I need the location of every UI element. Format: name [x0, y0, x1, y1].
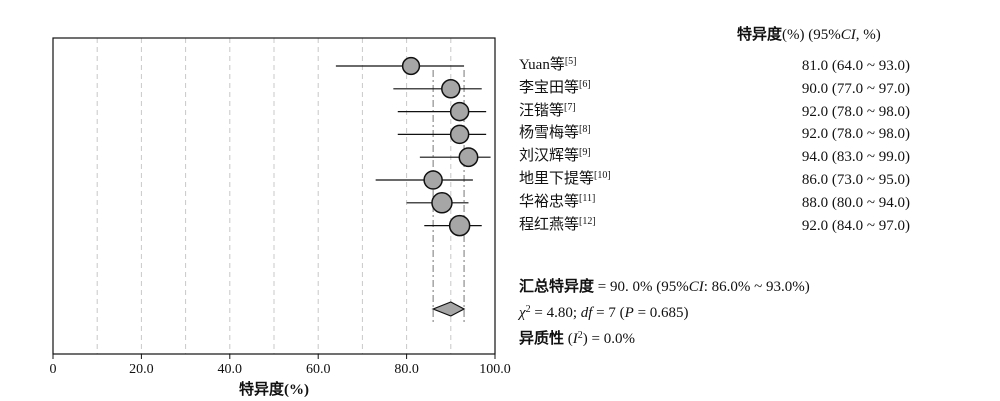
study-reference: [6]: [579, 78, 591, 90]
pooled-ci-range: : 86.0% ~ 93.0%): [703, 279, 810, 295]
pooled-diamond: [431, 301, 466, 317]
study-label-2: 李宝田等[6]: [519, 79, 591, 97]
plot-frame: [52, 37, 496, 355]
study-reference: [8]: [579, 124, 591, 136]
column-header-ci: CI: [840, 27, 856, 43]
pooled-summary-line: 汇总特异度 = 90. 0% (95%CI: 86.0% ~ 93.0%): [519, 278, 810, 296]
study-value-7: 88.0 (80.0 ~ 94.0): [801, 194, 910, 211]
study-value-1: 81.0 (64.0 ~ 93.0): [801, 58, 910, 74]
heterogeneity-line: 异质性 (I2) = 0.0%: [519, 330, 635, 347]
study-label-6: 地里下提等[10]: [519, 170, 611, 188]
heterogeneity-open: (: [564, 331, 573, 347]
study-reference: [9]: [579, 147, 591, 159]
column-header-rest: (%) (95%: [782, 27, 841, 43]
study-reference: [7]: [564, 101, 576, 113]
pooled-ci-label: CI: [688, 279, 704, 295]
x-tick-label-1: 20.0: [129, 362, 154, 377]
column-header-bold: 特异度: [737, 27, 783, 43]
study-name: 汪锴等: [519, 102, 565, 119]
study-label-5: 刘汉辉等[9]: [519, 147, 591, 165]
df-label: df: [580, 305, 593, 321]
study-point-8: [448, 214, 471, 237]
study-label-8: 程红燕等[12]: [519, 216, 596, 234]
study-point-3: [449, 101, 470, 122]
study-value-2: 90.0 (77.0 ~ 97.0): [801, 80, 910, 97]
chi-square-line: χ2 = 4.80; df = 7 (P = 0.685): [519, 304, 689, 321]
study-label-1: Yuan等[5]: [519, 56, 577, 74]
study-name: 杨雪梅等: [519, 125, 580, 142]
study-reference: [12]: [579, 215, 596, 227]
study-label-4: 杨雪梅等[8]: [519, 124, 591, 142]
x-axis-label: 特异度(%): [239, 380, 309, 398]
study-point-6: [423, 170, 443, 190]
pooled-label: 汇总特异度: [519, 279, 595, 295]
study-point-4: [449, 124, 470, 145]
x-tick-label-2: 40.0: [218, 362, 243, 377]
study-name: 刘汉辉等: [519, 148, 580, 165]
study-point-2: [441, 79, 461, 99]
pooled-value: = 90. 0% (95%: [594, 279, 689, 295]
x-tick-label-5: 100.0: [479, 362, 511, 377]
study-name: 华裕忠等: [519, 193, 580, 210]
study-point-1: [401, 56, 421, 76]
heterogeneity-label: 异质性: [519, 331, 565, 347]
study-value-5: 94.0 (83.0 ~ 99.0): [801, 149, 910, 166]
column-header-tail: , %): [855, 27, 881, 43]
study-name: 李宝田等: [519, 79, 580, 96]
study-value-6: 86.0 (73.0 ~ 95.0): [801, 172, 910, 188]
study-name: 地里下提等: [519, 171, 595, 187]
x-tick-label-3: 60.0: [306, 362, 331, 377]
study-value-4: 92.0 (78.0 ~ 98.0): [801, 126, 910, 143]
study-value-8: 92.0 (84.0 ~ 97.0): [801, 217, 910, 234]
study-name: 程红燕等: [519, 216, 580, 233]
study-point-7: [431, 192, 453, 214]
study-value-3: 92.0 (78.0 ~ 98.0): [801, 103, 910, 120]
x-tick-label-0: 0: [50, 362, 57, 377]
study-label-3: 汪锴等[7]: [519, 102, 576, 120]
heterogeneity-value: ) = 0.0%: [582, 331, 635, 347]
chi-value: = 4.80;: [530, 305, 581, 321]
study-point-5: [458, 147, 479, 168]
study-label-7: 华裕忠等[11]: [519, 193, 595, 211]
p-value: = 0.685): [633, 305, 689, 321]
column-header: 特异度(%) (95%CI, %): [737, 26, 881, 44]
df-value: = 7 (: [592, 305, 625, 321]
chi-symbol: χ: [519, 305, 526, 321]
p-label: P: [624, 305, 634, 321]
study-reference: [10]: [594, 170, 611, 181]
study-name: Yuan等: [519, 57, 565, 73]
x-tick-label-4: 80.0: [394, 362, 419, 377]
study-reference: [5]: [564, 56, 577, 67]
i-label: I: [572, 331, 578, 347]
study-reference: [11]: [579, 192, 596, 204]
